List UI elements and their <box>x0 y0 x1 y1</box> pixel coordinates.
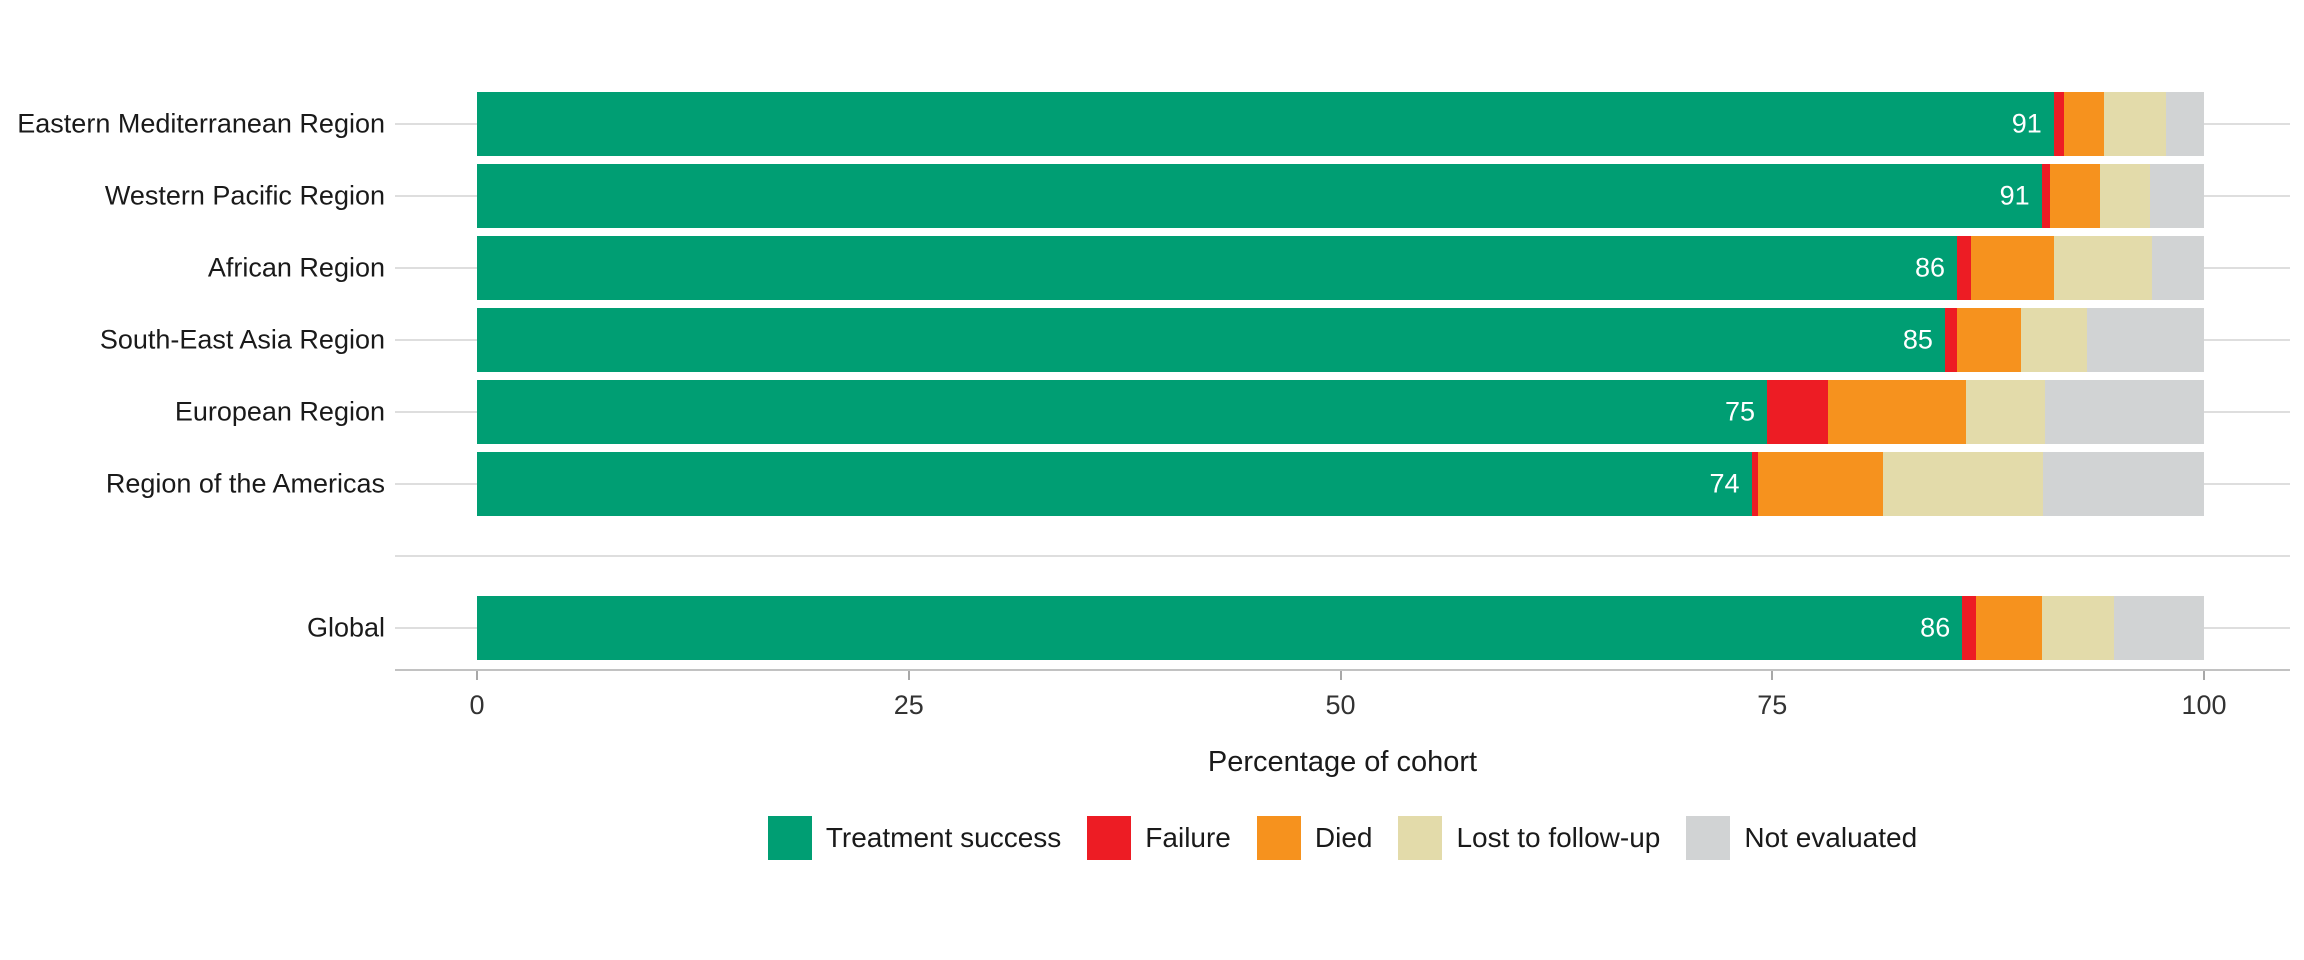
legend-label: Failure <box>1145 822 1231 853</box>
segment-failure <box>1751 452 1759 516</box>
bar-value-label: 91 <box>1999 180 2030 211</box>
segment-lost-to-follow-up <box>2041 596 2115 660</box>
legend-swatch <box>1398 816 1443 860</box>
segment-failure <box>1962 596 1977 660</box>
segment-treatment-success <box>477 92 2054 156</box>
legend-item-died: Died <box>1256 816 1373 860</box>
segment-died <box>1957 308 2021 372</box>
x-tick-label: 100 <box>2181 690 2227 720</box>
segment-failure <box>1944 308 1958 372</box>
x-axis-tick <box>907 671 910 680</box>
x-tick-label: 50 <box>1325 690 1356 720</box>
legend-label: Died <box>1314 822 1373 853</box>
segment-died <box>2050 164 2101 228</box>
y-axis-label: Global <box>306 612 385 643</box>
y-axis-label: Western Pacific Region <box>104 180 385 211</box>
segment-lost-to-follow-up <box>2020 308 2087 372</box>
bar-value-label: 85 <box>1902 324 1933 355</box>
bar-value-label: 86 <box>1920 612 1951 643</box>
segment-lost-to-follow-up <box>2103 92 2166 156</box>
bar-value-label: 86 <box>1914 252 1946 283</box>
y-axis-label: African Region <box>207 252 385 283</box>
gridline <box>395 555 2290 557</box>
segment-treatment-success <box>477 452 1752 516</box>
segment-died <box>1758 452 1883 516</box>
legend-item-lost-to-follow-up: Lost to follow-up <box>1398 816 1660 860</box>
bar-value-label: 91 <box>2011 108 2042 139</box>
legend-item-not-evaluated: Not evaluated <box>1686 816 1917 860</box>
x-tick-label: 25 <box>893 690 924 720</box>
legend-swatch <box>1087 816 1132 860</box>
segment-treatment-success <box>477 164 2042 228</box>
x-tick-label: 75 <box>1757 690 1788 720</box>
legend-swatch <box>1686 816 1731 860</box>
legend-label: Lost to follow-up <box>1456 822 1661 853</box>
legend-item-treatment-success: Treatment success <box>767 816 1062 860</box>
x-axis-tick <box>2203 671 2205 680</box>
y-axis-label: South-East Asia Region <box>99 324 385 355</box>
y-axis-label: Eastern Mediterranean Region <box>17 108 385 139</box>
segment-not-evaluated <box>2114 596 2204 660</box>
segment-failure <box>1957 236 1971 300</box>
y-axis-label: European Region <box>174 396 385 427</box>
segment-failure <box>2053 92 2065 156</box>
segment-lost-to-follow-up <box>1882 452 2044 516</box>
segment-lost-to-follow-up <box>1965 380 2046 444</box>
y-axis-label: Region of the Americas <box>105 468 385 499</box>
segment-not-evaluated <box>2152 236 2204 300</box>
bar-value-label: 74 <box>1709 468 1740 499</box>
legend-item-failure: Failure <box>1087 816 1231 860</box>
segment-died <box>1970 236 2054 300</box>
segment-died <box>1827 380 1966 444</box>
segment-not-evaluated <box>2086 308 2204 372</box>
x-axis-tick <box>476 671 478 680</box>
bar-value-label: 75 <box>1725 396 1756 427</box>
segment-lost-to-follow-up <box>2100 164 2151 228</box>
segment-not-evaluated <box>2043 452 2204 516</box>
segment-treatment-success <box>477 596 1963 660</box>
segment-not-evaluated <box>2166 92 2204 156</box>
segment-treatment-success <box>477 308 1945 372</box>
legend-swatch <box>1256 816 1301 860</box>
segment-treatment-success <box>477 236 1958 300</box>
segment-not-evaluated <box>2045 380 2204 444</box>
segment-failure <box>1767 380 1828 444</box>
x-axis-tick <box>1339 671 1342 680</box>
legend-swatch <box>767 816 812 860</box>
segment-failure <box>2041 164 2051 228</box>
legend-label: Not evaluated <box>1744 822 1918 853</box>
segment-lost-to-follow-up <box>2053 236 2153 300</box>
x-axis-line <box>395 669 2290 671</box>
segment-died <box>2064 92 2104 156</box>
x-axis-title: Percentage of cohort <box>1207 746 1478 778</box>
segment-died <box>1976 596 2042 660</box>
x-tick-label: 0 <box>469 690 485 720</box>
legend: Treatment success Failure Died Lost to foll… <box>395 816 2290 860</box>
segment-treatment-success <box>477 380 1768 444</box>
legend-label: Treatment success <box>825 822 1062 853</box>
x-axis-tick <box>1771 671 1774 680</box>
segment-not-evaluated <box>2150 164 2204 228</box>
